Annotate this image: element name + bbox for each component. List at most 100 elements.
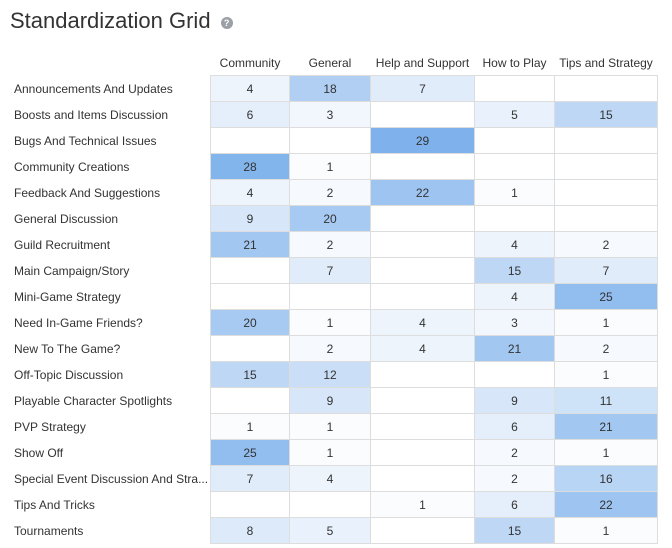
row-label: General Discussion [14,211,119,226]
heatmap-cell[interactable]: 1 [289,309,371,336]
heatmap-cell[interactable]: 4 [474,283,555,310]
heatmap-cell[interactable]: 12 [289,361,371,388]
heatmap-cell[interactable]: 1 [210,413,290,440]
heatmap-cell[interactable] [210,283,290,310]
heatmap-cell[interactable]: 21 [210,231,290,258]
heatmap-cell[interactable]: 1 [289,439,371,466]
heatmap-cell[interactable] [554,127,658,154]
heatmap-cell[interactable] [370,205,475,232]
heatmap-cell[interactable]: 1 [289,413,371,440]
heatmap-cell[interactable] [210,491,290,518]
heatmap-cell[interactable]: 2 [554,335,658,362]
heatmap-cell[interactable] [210,387,290,414]
heatmap-cell[interactable] [370,101,475,128]
heatmap-cell[interactable]: 21 [554,413,658,440]
heatmap-cell[interactable] [474,205,555,232]
heatmap-cell[interactable]: 9 [289,387,371,414]
heatmap-cell[interactable]: 1 [370,491,475,518]
heatmap-cell[interactable]: 7 [370,75,475,102]
heatmap-cell[interactable] [370,387,475,414]
heatmap-cell[interactable]: 20 [210,309,290,336]
heatmap-cell[interactable]: 4 [289,465,371,492]
heatmap-cell[interactable]: 4 [370,335,475,362]
heatmap-cell[interactable]: 1 [554,309,658,336]
heatmap-cell[interactable]: 2 [289,335,371,362]
heatmap-cell[interactable] [554,153,658,180]
heatmap-cell[interactable]: 7 [554,257,658,284]
heatmap-cell[interactable] [289,283,371,310]
heatmap-cell[interactable] [474,361,555,388]
heatmap-cell[interactable]: 18 [289,75,371,102]
heatmap-cell[interactable]: 22 [370,179,475,206]
heatmap-cell[interactable]: 25 [554,283,658,310]
heatmap-cell[interactable]: 4 [210,75,290,102]
heatmap-cell[interactable]: 2 [289,231,371,258]
heatmap-cell[interactable] [289,491,371,518]
heatmap-cell[interactable] [370,231,475,258]
heatmap-cell[interactable] [370,153,475,180]
heatmap-cell[interactable]: 11 [554,387,658,414]
heatmap-cell[interactable]: 21 [474,335,555,362]
heatmap-cell[interactable] [210,335,290,362]
heatmap-cell[interactable] [370,361,475,388]
heatmap-cell[interactable]: 5 [289,517,371,544]
heatmap-cell[interactable]: 6 [474,413,555,440]
heatmap-cell[interactable]: 4 [474,231,555,258]
heatmap-cell[interactable]: 6 [210,101,290,128]
heatmap-cell[interactable]: 20 [289,205,371,232]
table-row: Main Campaign/Story 7 15 7 [0,257,658,284]
table-row: Boosts and Items Discussion 6 3 5 15 [0,101,658,128]
heatmap-cell[interactable] [474,127,555,154]
heatmap-cell[interactable]: 2 [474,439,555,466]
heatmap-cell[interactable] [289,127,371,154]
heatmap-cell[interactable]: 2 [554,231,658,258]
heatmap-cell[interactable]: 1 [554,517,658,544]
help-circle-icon[interactable]: ? [220,17,233,29]
heatmap-cell[interactable]: 6 [474,491,555,518]
row-label: Guild Recruitment [14,237,111,252]
heatmap-cell[interactable] [210,127,290,154]
heatmap-cell[interactable] [370,465,475,492]
heatmap-cell[interactable]: 2 [474,465,555,492]
heatmap-cell[interactable] [474,153,555,180]
heatmap-cell[interactable] [474,75,555,102]
heatmap-cell[interactable]: 2 [289,179,371,206]
heatmap-cell[interactable] [554,75,658,102]
heatmap-cell[interactable] [554,205,658,232]
heatmap-cell[interactable]: 28 [210,153,290,180]
heatmap-cell[interactable]: 15 [474,257,555,284]
heatmap-cell[interactable]: 15 [210,361,290,388]
heatmap-cell[interactable]: 15 [474,517,555,544]
heatmap-cell[interactable] [370,257,475,284]
heatmap-cell[interactable]: 5 [474,101,555,128]
heatmap-cell[interactable]: 7 [289,257,371,284]
heatmap-cell[interactable]: 1 [289,153,371,180]
heatmap-cell[interactable]: 3 [474,309,555,336]
heatmap-cell[interactable]: 29 [370,127,475,154]
heatmap-cell[interactable] [554,179,658,206]
column-header: How to Play [482,55,547,70]
heatmap-cell[interactable]: 3 [289,101,371,128]
heatmap-cell[interactable] [370,283,475,310]
heatmap-cell[interactable]: 1 [554,361,658,388]
heatmap-cell[interactable]: 22 [554,491,658,518]
heatmap-cell[interactable] [370,517,475,544]
heatmap-cell[interactable]: 1 [474,179,555,206]
heatmap-cell[interactable] [370,413,475,440]
table-row: Show Off 25 1 2 1 [0,439,658,466]
heatmap-cell[interactable]: 8 [210,517,290,544]
heatmap-cell[interactable]: 25 [210,439,290,466]
heatmap-cell[interactable] [370,439,475,466]
heatmap-cell[interactable] [210,257,290,284]
heatmap-cell[interactable]: 15 [554,101,658,128]
heatmap-cell[interactable]: 16 [554,465,658,492]
row-label: Tips And Tricks [14,497,95,512]
heatmap-cell[interactable]: 9 [210,205,290,232]
heatmap-cell[interactable]: 4 [370,309,475,336]
heatmap-cell[interactable]: 9 [474,387,555,414]
table-row: Bugs And Technical Issues 29 [0,127,658,154]
heatmap-cell[interactable]: 7 [210,465,290,492]
heatmap-cell[interactable]: 4 [210,179,290,206]
heatmap-cell[interactable]: 1 [554,439,658,466]
row-label: PVP Strategy [14,419,86,434]
